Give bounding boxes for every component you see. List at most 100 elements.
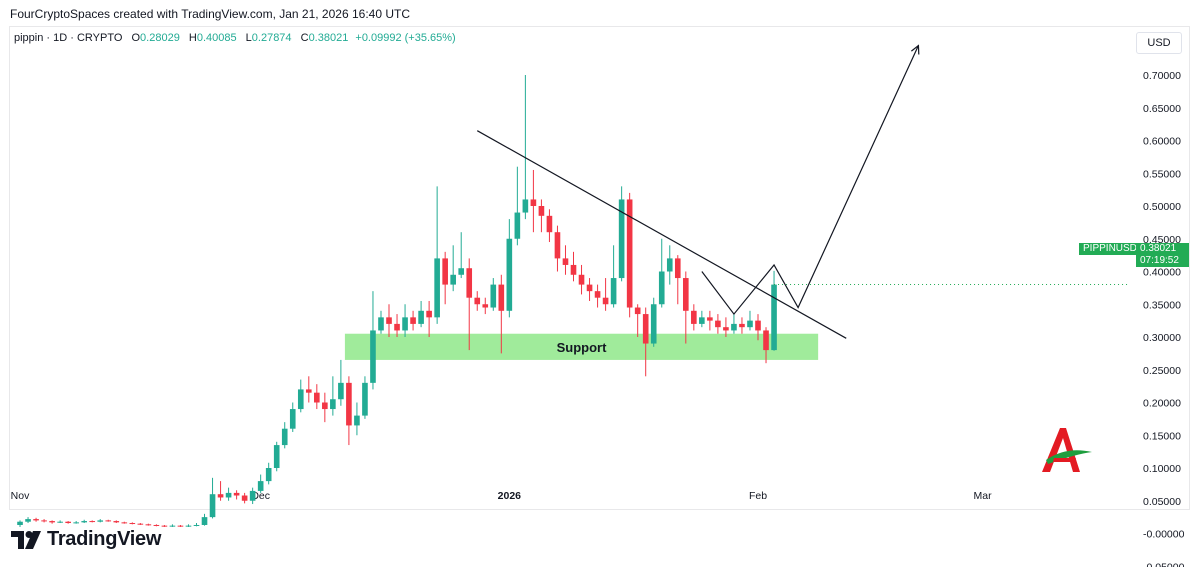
candle [322,402,328,410]
candle [354,415,360,426]
candle [209,494,216,518]
open-value: 0.28029 [140,32,180,44]
candle [482,304,489,308]
candle [731,323,737,331]
candle [73,522,79,524]
open-label: O [131,32,141,44]
candle [362,382,368,416]
candle [747,320,753,328]
candle [249,490,256,501]
candle [137,523,144,525]
support-zone [344,333,819,360]
x-tick-label: Dec [251,490,270,502]
candle [522,199,529,213]
candle [297,389,304,410]
y-tick-label: 0.20000 [1143,398,1181,410]
candle [570,264,577,275]
candle [658,271,665,305]
candle [305,389,312,393]
y-tick-label: 0.65000 [1143,103,1181,115]
symbol-legend: pippin · 1D · CRYPTO O0.28029 H0.40085 L… [14,32,456,44]
last-price-tag: 0.38021 [1136,243,1189,255]
candle [265,468,272,482]
candle [554,232,561,259]
x-tick-label: Mar [974,490,993,502]
candle [426,310,432,318]
candle [378,317,384,331]
candle [257,481,264,491]
candle [314,392,320,403]
candle [715,320,721,328]
candle [105,520,112,522]
candle [490,284,497,308]
candle [89,521,96,523]
chart-credit: FourCryptoSpaces created with TradingVie… [10,7,410,21]
candle [81,521,88,523]
y-tick-label: 0.25000 [1143,365,1181,377]
high-label: H [188,32,197,44]
close-value: 0.38021 [308,32,349,44]
candle [49,521,55,523]
y-tick-label: 0.10000 [1143,463,1181,475]
candle [707,317,713,321]
candle [498,284,505,311]
candle [755,320,761,331]
candle [289,409,296,429]
candle [418,310,424,324]
candle [514,212,521,239]
candle [602,297,609,305]
candle [562,258,569,265]
low-label: L [245,32,252,44]
candle [666,258,673,272]
candle [330,399,336,410]
candle [338,382,344,400]
descending-trendline [476,130,847,339]
candle [161,525,168,527]
tradingview-icon [11,530,41,549]
candle [17,521,23,525]
change-value: +0.09992 (+35.65%) [355,32,456,44]
candle [281,428,288,446]
candle [217,494,224,498]
y-tick-label: 0.45000 [1143,234,1181,246]
candle [626,199,633,308]
author-logo [1042,428,1092,472]
support-label: Support [557,340,607,355]
projection-path [701,45,919,316]
symbol-name[interactable]: pippin · 1D · CRYPTO [14,32,123,44]
candle [410,317,416,324]
candle [530,199,537,206]
candle [129,523,136,525]
x-tick-label: 2026 [498,490,522,502]
x-tick-label: Nov [11,490,30,502]
bar-countdown-tag: 07:19:52 [1136,255,1189,267]
low-value: 0.27874 [251,32,292,44]
candle [674,258,681,279]
brand-logo[interactable]: TradingView [11,528,161,551]
candle [169,525,176,527]
projection-arrowhead [910,44,920,55]
candle [233,492,240,496]
y-tick-label: 0.15000 [1143,430,1181,442]
y-tick-label: -0.05000 [1143,561,1185,567]
candle [402,317,408,331]
candle [241,495,248,501]
candle [145,524,152,526]
candle [578,274,585,285]
y-tick-label: 0.70000 [1143,70,1181,82]
candle [474,297,481,305]
candle [386,317,392,324]
currency-button[interactable]: USD [1136,32,1182,54]
candle [41,520,47,522]
candle [618,199,625,279]
close-label: C [300,32,309,44]
candle [97,520,104,522]
candle [642,314,649,344]
candle [739,323,745,328]
candle [346,382,352,426]
y-tick-label: 0.60000 [1143,136,1181,148]
candle [177,525,184,527]
y-tick-label: 0.55000 [1143,168,1181,180]
candle [450,274,456,285]
